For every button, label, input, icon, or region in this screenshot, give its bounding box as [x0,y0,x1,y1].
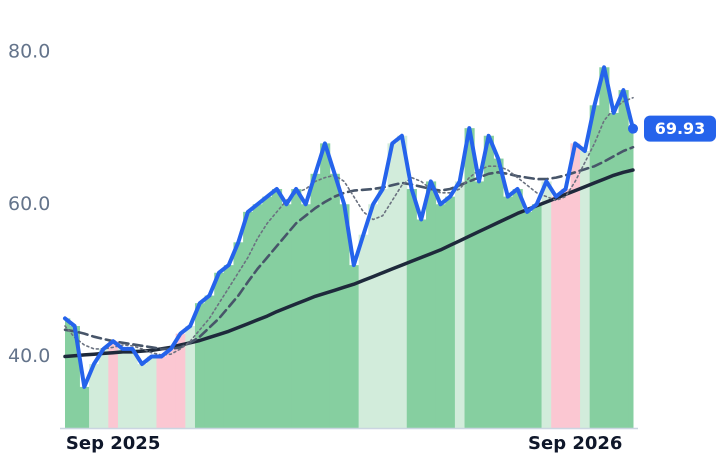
band-bar [166,348,177,428]
band-bar [69,326,80,428]
band-bar [358,234,369,428]
band-bar [194,303,206,428]
band-bar [65,318,71,428]
band-bar [89,364,100,428]
band-bar [503,196,514,428]
band-bar [599,67,610,428]
band-bar [512,189,523,428]
band-bar [98,348,109,428]
band-bar [368,204,379,428]
band-bar [531,204,543,428]
band-bar [608,112,620,428]
y-tick-label: 80.0 [8,41,50,63]
band-bar [127,348,138,428]
y-tick-label: 40.0 [8,345,50,367]
band-bar [137,364,148,428]
bands [65,67,634,429]
band-bar [570,143,581,428]
band-bar [339,204,350,428]
band-bar [493,158,504,429]
band-bar [271,189,283,428]
band-bar [628,128,634,428]
band-bar [175,333,186,428]
band-bar [397,135,408,428]
band-bar [146,356,157,428]
x-tick-label: Sep 2026 [528,433,622,454]
band-bar [281,204,292,428]
band-bar [117,348,129,428]
band-bar [483,135,494,428]
band-bar [560,189,571,428]
band-bar [474,181,485,428]
band-bar [349,265,360,428]
series-line [63,65,635,389]
band-bar [214,272,225,428]
band-bar [454,181,466,428]
band-bar [156,356,167,428]
band-bar [108,341,119,428]
band-bar [310,173,321,428]
band-bar [320,143,331,428]
band-bar [329,173,340,428]
band-bar [291,189,302,428]
band-bar [185,326,196,428]
band-bar [243,211,254,428]
band-bar [223,265,234,428]
band-bar [252,204,263,428]
lines [63,65,635,389]
band-bar [377,189,389,428]
series-line [63,145,635,351]
band-bar [426,181,437,428]
band-bar [416,219,427,428]
band-bar [387,143,398,428]
value-badge [644,115,716,142]
band-bar [522,211,533,428]
x-tick-label: Sep 2025 [66,433,160,454]
band-bar [541,181,552,428]
band-bar [262,196,273,428]
band-bar [445,196,456,428]
value-label: 69.93 [655,119,706,138]
last-point [628,123,638,134]
band-bar [79,386,90,428]
band-bar [551,196,562,428]
band-bar [464,128,475,428]
band-bar [204,295,215,428]
band-bar [233,242,244,428]
band-bar [580,150,591,428]
band-bar [435,204,446,428]
band-bar [406,189,417,428]
band-bar [589,105,600,428]
band-bar [618,90,629,428]
band-bar [300,204,311,428]
y-tick-label: 60.0 [8,193,50,215]
